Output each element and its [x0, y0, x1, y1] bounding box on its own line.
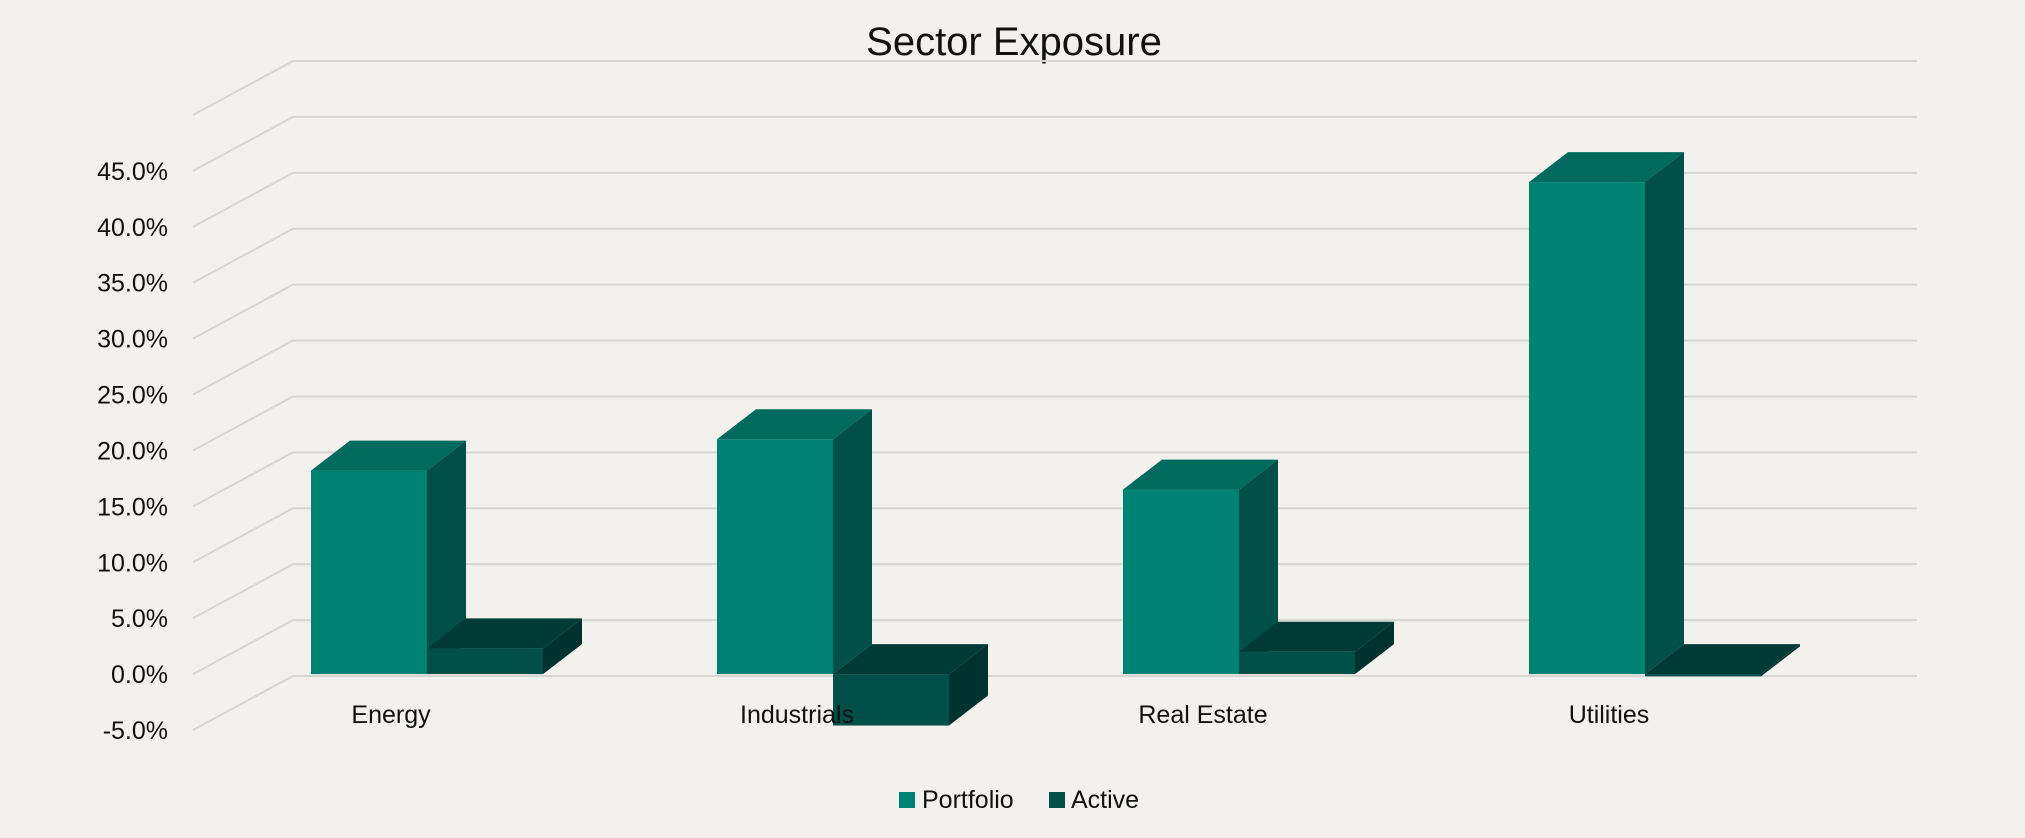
gridline	[192, 395, 1917, 452]
gridline	[192, 283, 1917, 340]
bar-side	[1645, 152, 1684, 675]
bar-top	[833, 644, 988, 675]
y-tick-label: 35.0%	[97, 270, 168, 298]
gridline	[192, 227, 1917, 284]
bar-side	[543, 618, 582, 675]
gridline	[192, 507, 1917, 564]
bar-top	[1645, 644, 1800, 675]
y-tick-label: 20.0%	[97, 437, 168, 465]
bar-front	[427, 648, 543, 675]
bar-active-energy	[427, 618, 582, 675]
x-category-label: Real Estate	[1138, 701, 1267, 729]
legend-label: Active	[1071, 786, 1139, 814]
gridline	[192, 339, 1917, 396]
bars	[311, 152, 1800, 726]
bar-front	[311, 470, 427, 675]
bar-front	[833, 674, 949, 726]
y-tick-label: -5.0%	[103, 717, 168, 745]
y-tick-label: 5.0%	[111, 605, 168, 633]
bar-side	[949, 644, 988, 726]
x-category-label: Energy	[351, 701, 431, 729]
bar-portfolio-energy	[311, 440, 466, 675]
y-tick-label: 0.0%	[111, 661, 168, 689]
y-tick-label: 10.0%	[97, 549, 168, 577]
y-tick-label: 15.0%	[97, 493, 168, 521]
bar-portfolio-industrials	[717, 409, 872, 675]
bar-front	[717, 439, 833, 675]
y-tick-label: 40.0%	[97, 214, 168, 242]
y-axis-ticks: -5.0% 0.0% 5.0% 10.0% 15.0% 20.0% 25.0% 30.0% 35…	[97, 158, 168, 745]
bar-active-utilities	[1645, 644, 1800, 677]
bar-top	[1239, 621, 1394, 652]
bar-side	[1761, 644, 1800, 677]
bar-top	[427, 618, 582, 649]
bar-front	[1529, 182, 1645, 675]
bar-active-industrials	[833, 644, 988, 726]
bar-portfolio-real-estate	[1123, 459, 1278, 675]
bar-front	[1645, 674, 1761, 677]
bar-active-real-estate	[1239, 621, 1394, 675]
gridline	[192, 115, 1917, 172]
chart-title: Sector Exposure	[866, 20, 1162, 64]
legend-label: Portfolio	[922, 786, 1014, 814]
gridline	[192, 451, 1917, 508]
bar-top	[717, 409, 872, 440]
x-axis-categories: Energy Industrials Real Estate Utilities	[351, 701, 1649, 729]
gridlines	[192, 60, 1917, 731]
bar-side	[1239, 459, 1278, 675]
gridline	[192, 60, 1917, 116]
bar-side	[427, 440, 466, 675]
gridline	[192, 171, 1917, 228]
bar-side	[1355, 621, 1394, 675]
bar-front	[1239, 651, 1355, 675]
bar-portfolio-utilities	[1529, 152, 1684, 675]
gridline	[192, 619, 1917, 675]
x-category-label: Industrials	[740, 701, 854, 729]
gridline	[192, 563, 1917, 620]
bar-front	[1123, 489, 1239, 675]
bar-top	[1123, 459, 1278, 490]
bar-top	[1529, 152, 1684, 183]
legend: Portfolio Active	[899, 786, 1139, 814]
legend-swatch	[899, 792, 915, 808]
y-tick-label: 30.0%	[97, 326, 168, 354]
y-tick-label: 25.0%	[97, 382, 168, 410]
bar-side	[833, 409, 872, 675]
x-category-label: Utilities	[1569, 701, 1650, 729]
y-tick-label: 45.0%	[97, 158, 168, 186]
gridline	[192, 675, 1917, 731]
bar-top	[311, 440, 466, 471]
legend-swatch	[1049, 792, 1065, 808]
